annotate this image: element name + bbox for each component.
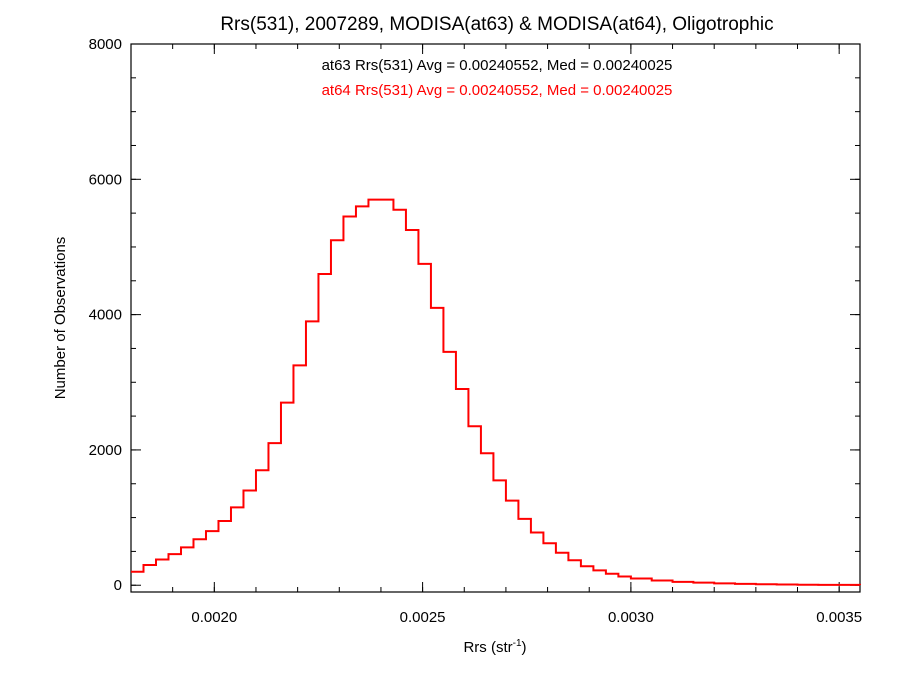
axis-ticks	[130, 43, 860, 592]
y-tick-label: 6000	[89, 171, 122, 188]
y-tick-label: 8000	[89, 36, 122, 53]
histogram-line	[131, 198, 861, 586]
x-axis-label: Rrs (str-1)	[463, 638, 526, 656]
annotation-2: at64 Rrs(531) Avg = 0.00240552, Med = 0.…	[322, 82, 673, 99]
y-tick-label: 0	[114, 577, 122, 594]
plot-frame	[130, 43, 861, 593]
x-tick-label: 0.0025	[400, 609, 446, 626]
y-axis-label: Number of Observations	[52, 237, 69, 400]
x-tick-label: 0.0020	[191, 609, 237, 626]
tick-labels: 0.0020 0.0025 0.0030 0.0035 0 2000 4000 6000 800…	[89, 36, 862, 626]
x-tick-label: 0.0035	[816, 609, 862, 626]
annotations: at63 Rrs(531) Avg = 0.00240552, Med = 0.…	[322, 57, 673, 99]
x-tick-label: 0.0030	[608, 609, 654, 626]
y-tick-label: 4000	[89, 307, 122, 324]
chart-title: Rrs(531), 2007289, MODISA(at63) & MODISA…	[220, 14, 773, 35]
annotation-1: at63 Rrs(531) Avg = 0.00240552, Med = 0.…	[322, 57, 673, 74]
y-tick-label: 2000	[89, 442, 122, 459]
